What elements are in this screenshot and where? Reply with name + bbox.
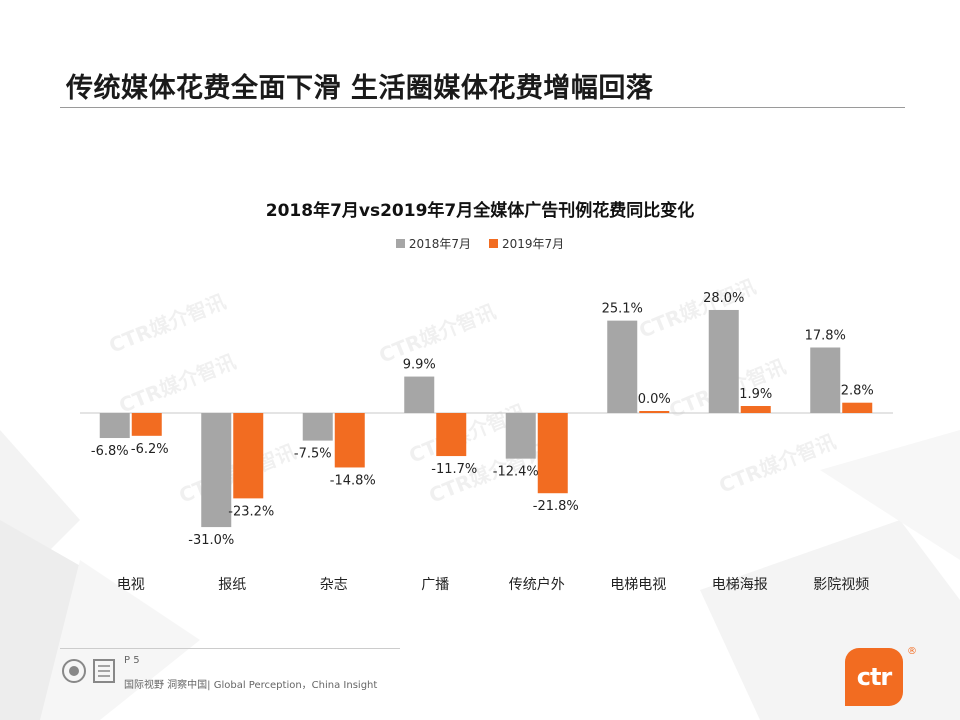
category-label-5: 电梯电视 <box>610 577 666 593</box>
bar-2019-4 <box>537 413 568 494</box>
bar-2018-7 <box>810 347 841 413</box>
legend-swatch-2019 <box>489 239 498 248</box>
watermark-text: CTR媒介智讯 <box>716 429 840 498</box>
bar-2018-4 <box>505 413 536 459</box>
footer-divider <box>60 648 400 649</box>
data-label-2019-6: 1.9% <box>739 387 772 402</box>
bar-2018-0 <box>99 413 130 439</box>
data-label-2018-5: 25.1% <box>602 302 643 317</box>
data-label-2018-0: -6.8% <box>91 444 129 459</box>
page-title: 传统媒体花费全面下滑 生活圈媒体花费增幅回落 <box>66 73 654 104</box>
legend-item-2018: 2018年7月 <box>395 235 471 252</box>
bar-2019-3 <box>436 413 467 457</box>
data-label-2019-1: -23.2% <box>228 504 274 519</box>
watermark-text: CTR媒介智讯 <box>636 274 760 343</box>
chart-title: 2018年7月vs2019年7月全媒体广告刊例花费同比变化 <box>265 201 695 221</box>
bar-2019-2 <box>334 413 365 468</box>
data-label-2019-4: -21.8% <box>533 499 579 514</box>
data-label-2019-0: -6.2% <box>131 442 169 457</box>
data-label-2018-2: -7.5% <box>294 447 332 462</box>
bar-2019-1 <box>233 413 264 499</box>
ctr-logo: ctr <box>845 648 903 706</box>
bar-2018-6 <box>708 309 739 413</box>
page-number: P 5 <box>124 655 140 666</box>
bar-2018-2 <box>302 413 333 441</box>
data-label-2019-2: -14.8% <box>330 473 376 488</box>
bar-2019-5 <box>639 411 670 413</box>
watermark-text: CTR媒介智讯 <box>376 299 500 368</box>
watermark-text: CTR媒介智讯 <box>116 349 240 418</box>
bar-2018-5 <box>607 320 638 413</box>
category-label-7: 影院视频 <box>813 577 869 593</box>
data-label-2019-3: -11.7% <box>431 462 477 477</box>
category-label-4: 传统户外 <box>509 576 565 593</box>
bar-2019-6 <box>740 406 771 413</box>
legend-label-2019: 2019年7月 <box>502 237 565 251</box>
bar-2018-3 <box>404 376 435 413</box>
watermark-text: CTR媒介智讯 <box>106 289 230 358</box>
footer-tagline: 国际视野 洞察中国| Global Perception，China Insig… <box>124 680 378 691</box>
registered-mark: ® <box>907 646 917 657</box>
legend-swatch-2018 <box>395 239 405 248</box>
category-label-6: 电梯海报 <box>712 577 768 593</box>
legend-item-2019: 2019年7月 <box>489 235 564 252</box>
category-label-3: 广播 <box>421 577 449 593</box>
logo-text: ctr <box>856 663 893 691</box>
category-label-1: 报纸 <box>218 577 246 593</box>
bar-2019-7 <box>842 402 873 413</box>
bar-2018-1 <box>201 413 232 528</box>
data-label-2018-6: 28.0% <box>703 291 744 306</box>
bar-2019-0 <box>131 413 162 436</box>
data-label-2018-3: 9.9% <box>403 358 436 373</box>
data-label-2018-7: 17.8% <box>805 328 846 343</box>
data-label-2019-5: 0.0% <box>638 392 671 407</box>
title-divider <box>60 107 905 108</box>
legend-label-2018: 2018年7月 <box>408 237 471 251</box>
data-label-2018-4: -12.4% <box>493 465 539 480</box>
certification-badges-icon <box>62 659 115 683</box>
chart-legend: 2018年7月 2019年7月 <box>0 235 960 252</box>
category-label-2: 杂志 <box>320 577 348 593</box>
category-label-0: 电视 <box>117 577 145 593</box>
data-label-2018-1: -31.0% <box>188 533 234 548</box>
data-label-2019-7: 2.8% <box>841 384 874 399</box>
